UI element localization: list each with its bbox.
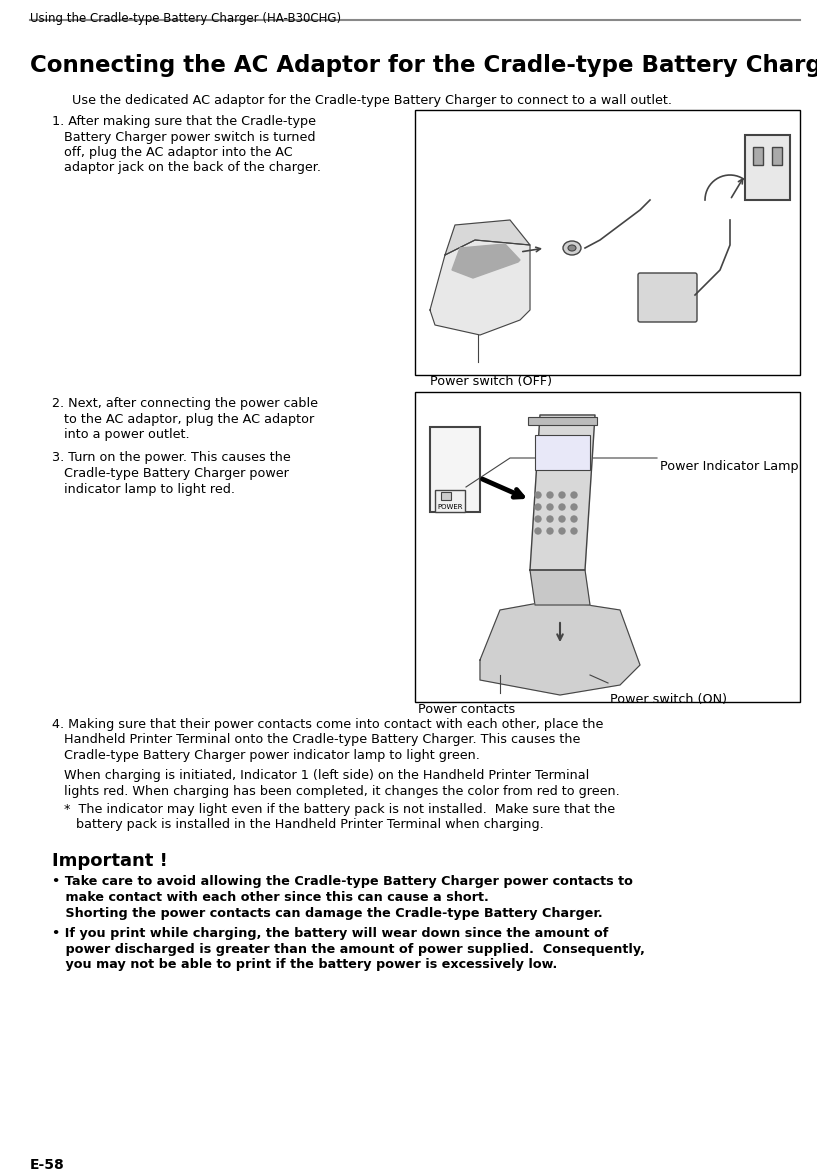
Circle shape bbox=[571, 528, 577, 534]
Circle shape bbox=[559, 528, 565, 534]
Ellipse shape bbox=[563, 241, 581, 255]
Text: *  The indicator may light even if the battery pack is not installed.  Make sure: * The indicator may light even if the ba… bbox=[52, 802, 615, 816]
Text: make contact with each other since this can cause a short.: make contact with each other since this … bbox=[52, 891, 489, 904]
Text: 2. Next, after connecting the power cable: 2. Next, after connecting the power cabl… bbox=[52, 397, 318, 410]
Text: Power contacts: Power contacts bbox=[418, 703, 516, 715]
Text: lights red. When charging has been completed, it changes the color from red to g: lights red. When charging has been compl… bbox=[52, 786, 620, 798]
Circle shape bbox=[547, 504, 553, 510]
Circle shape bbox=[547, 528, 553, 534]
Text: When charging is initiated, Indicator 1 (left side) on the Handheld Printer Term: When charging is initiated, Indicator 1 … bbox=[52, 769, 589, 782]
Circle shape bbox=[547, 492, 553, 498]
Text: to the AC adaptor, plug the AC adaptor: to the AC adaptor, plug the AC adaptor bbox=[52, 413, 315, 426]
Text: • Take care to avoid allowing the Cradle-type Battery Charger power contacts to: • Take care to avoid allowing the Cradle… bbox=[52, 876, 633, 888]
Text: 1. After making sure that the Cradle-type: 1. After making sure that the Cradle-typ… bbox=[52, 115, 316, 127]
Text: power discharged is greater than the amount of power supplied.  Consequently,: power discharged is greater than the amo… bbox=[52, 942, 645, 955]
Circle shape bbox=[559, 516, 565, 523]
Bar bbox=[745, 134, 790, 200]
Text: Use the dedicated AC adaptor for the Cradle-type Battery Charger to connect to a: Use the dedicated AC adaptor for the Cra… bbox=[72, 94, 672, 108]
Circle shape bbox=[535, 492, 541, 498]
Circle shape bbox=[535, 516, 541, 523]
Circle shape bbox=[571, 504, 577, 510]
Circle shape bbox=[571, 516, 577, 523]
Text: off, plug the AC adaptor into the AC: off, plug the AC adaptor into the AC bbox=[52, 146, 292, 159]
Bar bbox=[415, 392, 800, 703]
Bar bbox=[430, 427, 480, 512]
Ellipse shape bbox=[568, 245, 576, 251]
Circle shape bbox=[535, 504, 541, 510]
Polygon shape bbox=[530, 415, 595, 570]
Text: Connecting the AC Adaptor for the Cradle-type Battery Charger: Connecting the AC Adaptor for the Cradle… bbox=[30, 54, 817, 77]
Text: Power switch (OFF): Power switch (OFF) bbox=[430, 375, 552, 388]
Text: POWER: POWER bbox=[437, 504, 462, 510]
Text: 4. Making sure that their power contacts come into contact with each other, plac: 4. Making sure that their power contacts… bbox=[52, 718, 604, 731]
Polygon shape bbox=[480, 600, 640, 696]
Text: Power switch (ON): Power switch (ON) bbox=[610, 693, 727, 706]
Text: Using the Cradle-type Battery Charger (HA-B30CHG): Using the Cradle-type Battery Charger (H… bbox=[30, 12, 342, 25]
Text: E-58: E-58 bbox=[30, 1158, 65, 1169]
Polygon shape bbox=[530, 570, 590, 606]
Polygon shape bbox=[452, 244, 520, 278]
Circle shape bbox=[559, 492, 565, 498]
Text: Cradle-type Battery Charger power: Cradle-type Battery Charger power bbox=[52, 466, 289, 480]
Circle shape bbox=[559, 504, 565, 510]
Text: into a power outlet.: into a power outlet. bbox=[52, 428, 190, 441]
Circle shape bbox=[571, 492, 577, 498]
Bar bbox=[753, 147, 763, 165]
Text: Shorting the power contacts can damage the Cradle-type Battery Charger.: Shorting the power contacts can damage t… bbox=[52, 906, 603, 920]
Text: battery pack is installed in the Handheld Printer Terminal when charging.: battery pack is installed in the Handhel… bbox=[52, 818, 544, 831]
Polygon shape bbox=[430, 240, 530, 336]
Bar bbox=[435, 490, 465, 512]
Text: you may not be able to print if the battery power is excessively low.: you may not be able to print if the batt… bbox=[52, 959, 557, 971]
Bar bbox=[772, 147, 782, 165]
Bar bbox=[528, 417, 597, 426]
Circle shape bbox=[547, 516, 553, 523]
Text: • If you print while charging, the battery will wear down since the amount of: • If you print while charging, the batte… bbox=[52, 927, 609, 940]
Text: 3. Turn on the power. This causes the: 3. Turn on the power. This causes the bbox=[52, 451, 291, 464]
Text: indicator lamp to light red.: indicator lamp to light red. bbox=[52, 483, 235, 496]
Circle shape bbox=[535, 528, 541, 534]
Text: Cradle-type Battery Charger power indicator lamp to light green.: Cradle-type Battery Charger power indica… bbox=[52, 749, 480, 762]
Bar bbox=[415, 110, 800, 375]
Text: Power Indicator Lamp: Power Indicator Lamp bbox=[660, 459, 799, 473]
Text: Handheld Printer Terminal onto the Cradle-type Battery Charger. This causes the: Handheld Printer Terminal onto the Cradl… bbox=[52, 733, 580, 747]
Polygon shape bbox=[445, 220, 530, 255]
Bar bbox=[441, 492, 451, 500]
Text: adaptor jack on the back of the charger.: adaptor jack on the back of the charger. bbox=[52, 161, 321, 174]
FancyBboxPatch shape bbox=[638, 274, 697, 321]
Text: Battery Charger power switch is turned: Battery Charger power switch is turned bbox=[52, 131, 315, 144]
Text: Important !: Important ! bbox=[52, 851, 167, 870]
Bar bbox=[535, 435, 590, 470]
